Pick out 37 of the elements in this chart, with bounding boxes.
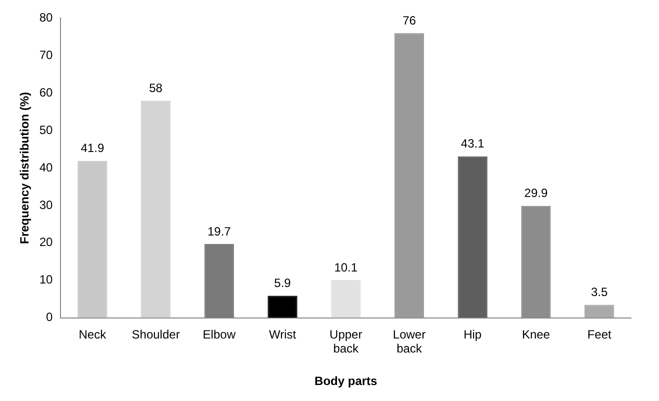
bar — [140, 100, 171, 318]
y-tick-label: 30 — [39, 198, 54, 212]
x-tick-label: Wrist — [268, 327, 297, 342]
x-tick-label: Knee — [522, 327, 550, 342]
y-tick-label: 70 — [39, 48, 54, 62]
data-label: 3.5 — [590, 285, 608, 300]
x-tick-label: Hip — [464, 327, 482, 342]
x-tick-label: Lower back — [392, 327, 426, 356]
y-tick-label: 40 — [39, 160, 54, 174]
y-tick-label: 20 — [39, 235, 54, 250]
data-label: 10.1 — [334, 260, 358, 274]
x-tick-label: Shoulder — [132, 327, 180, 342]
y-tick-label: 10 — [39, 272, 54, 287]
bar — [78, 160, 108, 318]
data-label: 29.9 — [524, 186, 548, 200]
bar — [331, 280, 361, 318]
x-tick-label: Neck — [78, 327, 108, 342]
x-axis-title: Body parts — [314, 374, 378, 388]
data-label: 58 — [149, 80, 163, 95]
y-tick-label: 50 — [39, 122, 54, 137]
data-label: 5.9 — [274, 276, 292, 290]
bar — [584, 304, 614, 318]
data-label: 19.7 — [207, 224, 232, 238]
y-tick-label: 60 — [39, 85, 54, 100]
y-axis-title: Frequency distribution (%) — [18, 92, 32, 244]
x-tick-label: Elbow — [202, 327, 236, 342]
bar — [394, 33, 424, 318]
data-label: 76 — [402, 13, 416, 28]
data-label: 43.1 — [460, 136, 485, 151]
bar — [458, 156, 488, 318]
y-tick-label: 0 — [46, 310, 54, 324]
x-tick-label: Upper back — [330, 327, 362, 356]
bar — [204, 244, 234, 318]
bar — [268, 296, 298, 318]
y-tick-label: 80 — [39, 10, 54, 25]
data-label: 41.9 — [80, 141, 104, 156]
x-tick-label: Feet — [587, 327, 612, 342]
